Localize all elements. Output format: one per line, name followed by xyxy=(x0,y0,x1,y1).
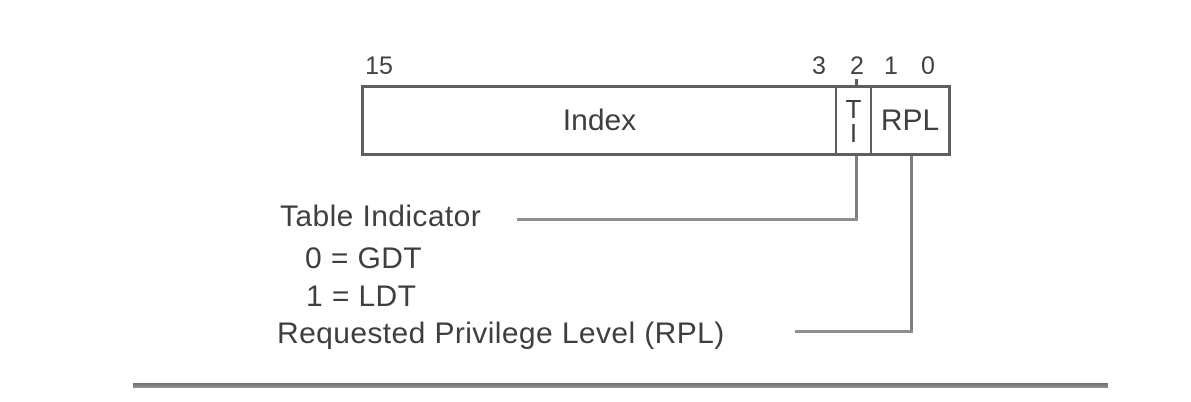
bit-position-label-2: 2 xyxy=(850,52,864,80)
ti-field-letter-t: T xyxy=(845,93,862,124)
rpl-connector-vertical-line xyxy=(910,156,913,333)
table-indicator-label: Table Indicator xyxy=(280,200,482,233)
ti-value-1-ldt-label: 1 = LDT xyxy=(306,280,417,313)
index-field-label: Index xyxy=(562,103,637,137)
bottom-divider-rule xyxy=(133,383,1108,388)
bit2-tick-mark xyxy=(855,79,858,86)
bit-position-label-0: 0 xyxy=(921,52,935,80)
bit-position-label-3: 3 xyxy=(812,52,826,80)
segment-selector-register-box: Index T I RPL xyxy=(361,85,951,156)
bit-position-label-15: 15 xyxy=(365,52,393,80)
ti-value-0-gdt-label: 0 = GDT xyxy=(305,242,422,275)
index-field-cell: Index xyxy=(364,88,837,153)
requested-privilege-level-label: Requested Privilege Level (RPL) xyxy=(277,317,725,350)
rpl-field-cell: RPL xyxy=(872,88,948,153)
ti-field-letter-i: I xyxy=(849,117,858,148)
ti-connector-vertical-line xyxy=(855,156,858,219)
bit-position-label-1: 1 xyxy=(884,52,898,80)
rpl-connector-horizontal-line xyxy=(795,330,913,333)
ti-connector-horizontal-line xyxy=(517,218,858,221)
ti-field-cell: T I xyxy=(837,88,872,153)
rpl-field-label: RPL xyxy=(880,103,940,137)
